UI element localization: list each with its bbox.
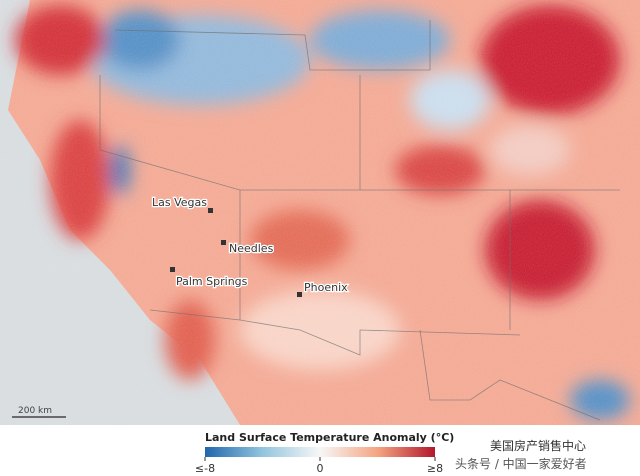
- city-label: Phoenix: [304, 281, 348, 294]
- city-marker: [170, 267, 175, 272]
- watermark: 美国房产销售中心: [490, 438, 586, 453]
- city-label: Palm Springs: [176, 275, 248, 288]
- map-image: [0, 0, 640, 425]
- city-label: Needles: [229, 242, 274, 255]
- city-marker: [221, 240, 226, 245]
- color-bar: [205, 447, 435, 457]
- legend-title: Land Surface Temperature Anomaly (°C): [205, 431, 454, 444]
- legend-ticks: ≤-8 0 ≥8: [195, 457, 443, 475]
- city-label: Las Vegas: [152, 196, 207, 209]
- city-marker: [208, 208, 213, 213]
- city-marker: [297, 292, 302, 297]
- legend-tick-label: ≤-8: [195, 462, 215, 475]
- legend-tick-label: 0: [317, 462, 324, 475]
- legend-tick-label: ≥8: [427, 462, 443, 475]
- watermark: 头条号 / 中国一家爱好者: [455, 456, 587, 471]
- scale-label: 200 km: [18, 406, 52, 416]
